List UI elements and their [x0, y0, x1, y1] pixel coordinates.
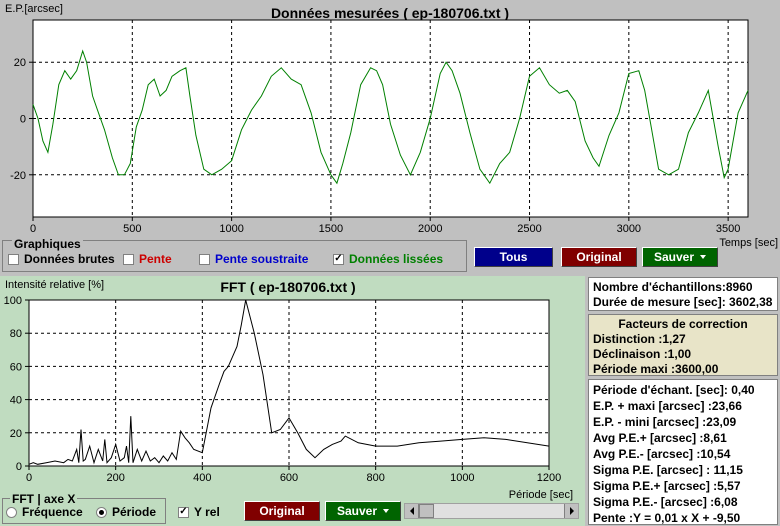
top-y-tick-label: -20 [10, 170, 26, 182]
fft-axe-group [2, 498, 166, 524]
fft-x-axis-label: Période [sec] [509, 489, 573, 501]
scroll-right-button[interactable] [564, 504, 578, 518]
fft-y-tick-label: 100 [4, 295, 22, 307]
sample-info-box: Nombre d'échantillons:8960 Durée de mesu… [588, 277, 778, 311]
fft-x-tick-label: 400 [193, 472, 211, 484]
checkbox-box[interactable] [123, 253, 134, 265]
avg-pe-pos: Avg P.E.+ [arcsec] :8,61 [593, 431, 727, 445]
top-x-tick-label: 0 [30, 223, 36, 235]
distinction-value: Distinction :1,27 [593, 332, 686, 346]
checkbox-pente-soustraite[interactable]: Pente soustraite [199, 252, 308, 266]
radio-circle[interactable] [6, 506, 17, 518]
fft-y-tick-label: 60 [10, 361, 22, 373]
original-button[interactable]: Original [561, 247, 637, 267]
correction-factors-box: Facteurs de correction Distinction :1,27… [588, 314, 778, 376]
smoothed-data-line [32, 49, 749, 185]
checkbox-label: Pente soustraite [215, 252, 309, 266]
arrow-left-icon [409, 507, 414, 515]
fft-original-button[interactable]: Original [244, 501, 320, 521]
top-y-tick-label: 0 [20, 114, 26, 126]
radio-periode[interactable]: Période [96, 505, 156, 519]
sauver-label: Sauver [653, 250, 695, 264]
fft-y-tick-label: 80 [10, 328, 22, 340]
radio-frequence[interactable]: Fréquence [6, 505, 83, 519]
sauver-button[interactable]: Sauver [642, 247, 718, 267]
arrow-right-icon [569, 507, 574, 515]
fft-x-tick-label: 1000 [450, 472, 474, 484]
checkbox-box-checked[interactable]: ✓ [178, 506, 189, 518]
scroll-left-button[interactable] [405, 504, 419, 518]
declinaison-value: Déclinaison :1,00 [593, 347, 692, 361]
chevron-down-icon [383, 509, 390, 513]
radio-dot [99, 509, 104, 515]
fft-chart: Intensité relative [%] FFT ( ep-180706.t… [4, 279, 573, 501]
samples-count: Nombre d'échantillons:8960 [593, 280, 753, 294]
ep-mini: E.P. - mini [arcsec] :23,09 [593, 415, 737, 429]
fft-x-tick-label: 200 [106, 472, 124, 484]
top-x-tick-label: 500 [123, 223, 141, 235]
measured-data-panel: E.P.[arcsec] Données mesurées ( ep-18070… [2, 3, 778, 272]
fft-x-tick-label: 0 [26, 472, 32, 484]
graphiques-label: Graphiques [12, 237, 83, 251]
pente-equation: Pente :Y = 0,01 x X + -9,50 [593, 511, 741, 525]
checkbox-box[interactable] [199, 253, 210, 265]
top-x-tick-label: 2000 [418, 223, 442, 235]
horizontal-scrollbar[interactable] [404, 503, 579, 519]
top-x-tick-label: 1000 [219, 223, 243, 235]
top-x-tick-label: 3000 [617, 223, 641, 235]
checkbox-donnees-brutes[interactable]: Données brutes [8, 252, 115, 266]
fft-y-tick-label: 20 [10, 428, 22, 440]
checkbox-label: Pente [139, 252, 172, 266]
sigma-pe: Sigma P.E. [arcsec] : 11,15 [593, 463, 743, 477]
statistics-box: Période d'échant. [sec]: 0,40 E.P. + max… [588, 379, 778, 525]
info-panel: Nombre d'échantillons:8960 Durée de mesu… [585, 276, 780, 526]
checkbox-box[interactable] [8, 253, 19, 265]
fft-panel: Intensité relative [%] FFT ( ep-180706.t… [0, 276, 585, 526]
fft-line [28, 299, 550, 465]
radio-circle-selected[interactable] [96, 506, 107, 518]
correction-title: Facteurs de correction [618, 317, 748, 331]
sauver-label: Sauver [336, 504, 378, 518]
fft-x-tick-label: 1200 [537, 472, 561, 484]
chart-title: Données mesurées ( ep-180706.txt ) [271, 5, 509, 21]
ep-maxi: E.P. + maxi [arcsec] :23,66 [593, 399, 742, 413]
checkbox-donnees-lissees[interactable]: ✓ Données lissées [333, 252, 443, 266]
checkbox-box-checked[interactable]: ✓ [333, 253, 344, 265]
tous-button[interactable]: Tous [474, 247, 553, 267]
checkbox-label: Données lissées [349, 252, 444, 266]
fft-x-tick-label: 800 [366, 472, 384, 484]
radio-label: Fréquence [22, 505, 83, 519]
top-y-tick-label: 20 [14, 57, 26, 69]
fft-y-tick-label: 40 [10, 395, 22, 407]
fft-sauver-button[interactable]: Sauver [325, 501, 401, 521]
fft-title: FFT ( ep-180706.txt ) [220, 279, 355, 295]
fft-axe-label: FFT | axe X [10, 492, 78, 506]
periode-maxi-value: Période maxi :3600,00 [593, 362, 719, 376]
checkbox-label: Données brutes [24, 252, 115, 266]
top-x-tick-label: 3500 [716, 223, 740, 235]
fft-y-axis-label: Intensité relative [%] [5, 279, 104, 291]
fft-x-tick-label: 600 [280, 472, 298, 484]
avg-pe-neg: Avg P.E.- [arcsec] :10,54 [593, 447, 731, 461]
graphiques-group [2, 240, 467, 272]
y-axis-label: E.P.[arcsec] [5, 3, 63, 15]
fft-y-tick-label: 0 [16, 461, 22, 473]
x-axis-label: Temps [sec] [719, 237, 778, 249]
checkbox-y-rel[interactable]: ✓ Y rel [178, 505, 220, 519]
scroll-thumb[interactable] [419, 504, 434, 518]
checkbox-pente[interactable]: Pente [123, 252, 172, 266]
top-x-tick-label: 2500 [517, 223, 541, 235]
top-x-tick-label: 1500 [319, 223, 343, 235]
checkbox-label: Y rel [194, 505, 220, 519]
chevron-down-icon [700, 255, 707, 259]
sigma-pe-neg: Sigma P.E.- [arcsec] :6,08 [593, 495, 738, 509]
sigma-pe-pos: Sigma P.E.+ [arcsec] :5,57 [593, 479, 741, 493]
periode-echant: Période d'échant. [sec]: 0,40 [593, 383, 755, 397]
measured-data-chart: E.P.[arcsec] Données mesurées ( ep-18070… [5, 3, 778, 249]
radio-label: Période [112, 505, 157, 519]
measure-duration: Durée de mesure [sec]: 3602,38 [593, 295, 773, 309]
